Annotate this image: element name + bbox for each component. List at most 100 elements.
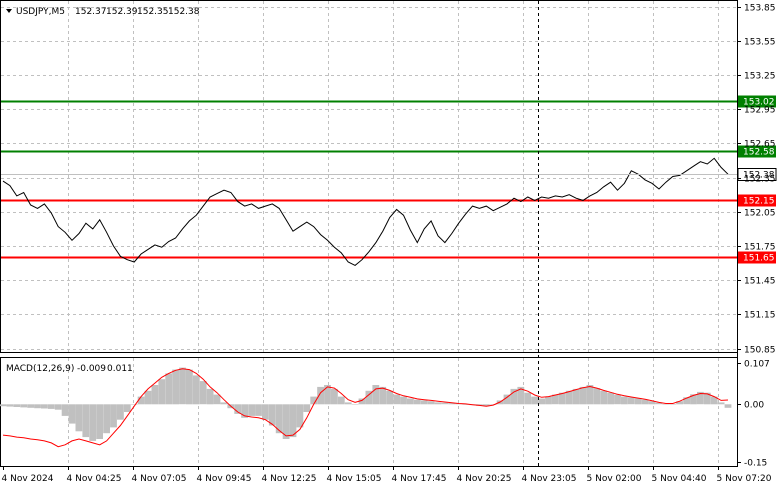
x-tick-label: 4 Nov 20:25 <box>457 474 512 484</box>
macd-bar <box>724 404 732 408</box>
macd-bar <box>607 392 614 405</box>
macd-bar <box>61 404 69 416</box>
y-tick-label: 152.35 <box>744 175 776 185</box>
macd-bar <box>683 397 690 405</box>
macd-bar <box>400 396 407 405</box>
macd-bar <box>703 392 711 405</box>
macd-bar <box>117 404 124 420</box>
macd-bar <box>268 404 276 426</box>
macd-bar <box>717 402 725 405</box>
y-tick-label: 152.95 <box>744 106 776 116</box>
x-tick-label: 4 Nov 2024 <box>2 474 54 484</box>
macd-bar <box>503 394 511 405</box>
resistance-level-badge <box>738 95 776 108</box>
macd-bar <box>89 404 97 441</box>
macd-bar <box>552 394 559 405</box>
macd-bar <box>20 404 28 408</box>
macd-bar <box>524 392 532 405</box>
macd-bar <box>110 404 117 428</box>
support-level-label: 151.65 <box>743 254 775 264</box>
triangle-down-icon[interactable] <box>6 9 12 13</box>
macd-bar <box>137 396 145 405</box>
price-line <box>2 157 729 266</box>
y-tick-label: 153.85 <box>744 4 776 14</box>
macd-bar <box>641 399 649 405</box>
macd-bar <box>47 404 55 409</box>
macd-bar <box>206 388 214 405</box>
macd-bar <box>379 386 387 405</box>
macd-bar <box>282 404 290 439</box>
macd-bar <box>600 390 608 405</box>
macd-bar <box>531 396 538 405</box>
axes: 4 Nov 2024 4 Nov 04:25 4 Nov 07:05 4 Nov 09… <box>2 4 776 485</box>
x-tick-label: 4 Nov 23:05 <box>522 474 577 484</box>
macd-bar <box>489 404 497 405</box>
macd-bar <box>517 386 525 405</box>
macd-bar <box>621 396 628 405</box>
macd-bar <box>27 404 34 408</box>
macd-signal-line <box>2 368 729 448</box>
support-level-label: 152.15 <box>743 197 775 207</box>
macd-y-tick-label: 0.00 <box>744 401 764 411</box>
macd-bar <box>655 402 663 405</box>
macd-bar <box>103 404 110 434</box>
support-level-badge <box>738 194 776 207</box>
y-tick-label: 152.65 <box>744 140 776 150</box>
macd-bar <box>614 394 621 405</box>
macd-bar <box>558 392 566 405</box>
ohlc-high: 152.39 <box>106 7 138 17</box>
y-tick-label: 151.45 <box>744 277 776 287</box>
macd-bar <box>337 396 345 405</box>
macd-bar <box>690 394 697 405</box>
x-tick-label: 4 Nov 17:45 <box>392 474 447 484</box>
x-tick-label: 5 Nov 07:20 <box>717 474 772 484</box>
macd-bar <box>351 404 359 405</box>
macd-indicator <box>0 367 732 448</box>
macd-bar <box>13 404 21 407</box>
price-pane-border <box>0 0 738 353</box>
macd-bar <box>199 381 207 405</box>
macd-bar <box>669 404 677 405</box>
macd-bar <box>296 404 304 428</box>
macd-bar <box>441 402 449 405</box>
macd-bar <box>158 379 166 405</box>
y-tick-label: 151.75 <box>744 243 776 253</box>
macd-bar <box>255 404 262 416</box>
macd-y-tick-label: 0.107 <box>744 360 770 370</box>
resistance-level-badge <box>738 145 776 158</box>
macd-bar <box>710 396 718 405</box>
y-tick-label: 152.05 <box>744 209 776 219</box>
macd-bar <box>579 386 587 405</box>
ohlc-low: 152.35 <box>137 7 169 17</box>
resistance-level-label: 153.02 <box>743 98 775 108</box>
support-resistance-levels[interactable]: 153.02 152.58 152.15 151.65 <box>1 95 776 264</box>
macd-bar <box>372 385 380 405</box>
macd-bar <box>130 404 138 405</box>
macd-bar <box>41 404 48 409</box>
x-tick-label: 4 Nov 12:25 <box>262 474 317 484</box>
macd-bar <box>54 404 62 410</box>
macd-bar <box>586 385 594 405</box>
macd-bar <box>275 404 283 434</box>
x-tick-label: 4 Nov 07:05 <box>132 474 187 484</box>
macd-bar <box>6 404 14 407</box>
x-tick-label: 4 Nov 04:25 <box>67 474 122 484</box>
macd-bar <box>427 401 435 405</box>
macd-signal-value: 0.011 <box>107 364 133 374</box>
macd-label: MACD(12,26,9) <box>6 364 74 374</box>
macd-bar <box>331 388 338 405</box>
macd-bar <box>186 369 193 405</box>
macd-bar <box>34 404 41 409</box>
macd-bar <box>648 401 656 405</box>
macd-bar <box>248 404 255 416</box>
macd-bar <box>365 390 373 405</box>
support-level-badge <box>738 251 776 264</box>
macd-bar <box>697 391 704 405</box>
macd-bar <box>565 390 573 405</box>
macd-bar <box>213 394 221 405</box>
macd-bar <box>358 398 366 405</box>
x-tick-label: 5 Nov 02:00 <box>587 474 642 484</box>
macd-bar <box>262 404 269 420</box>
